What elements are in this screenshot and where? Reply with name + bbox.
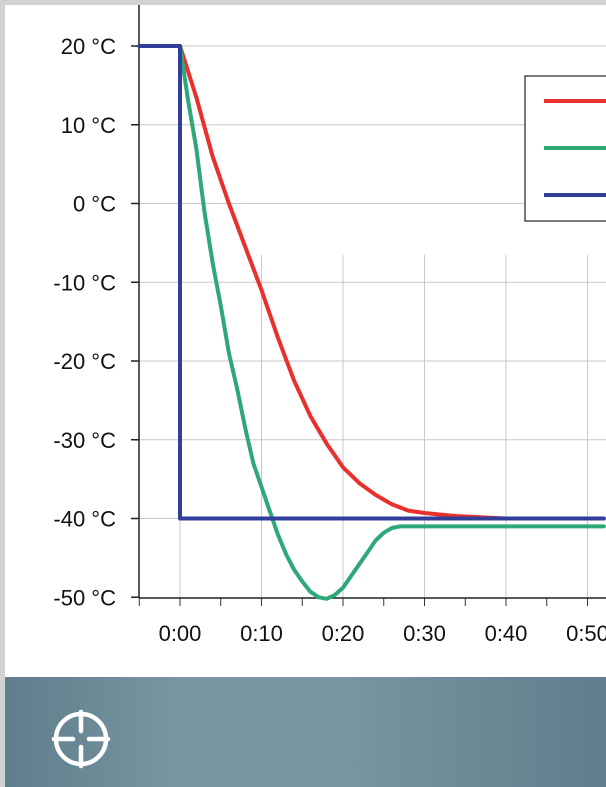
chart: 20 °C 10 °C 0 °C -10 °C -20 °C -30 °C -40 °C -5…: [53, 5, 606, 646]
x-tick-label: 0:30: [403, 621, 446, 646]
y-tick-label: -20 °C: [53, 349, 116, 374]
y-tick-label: -50 °C: [53, 585, 116, 610]
bottom-toolbar: [5, 677, 606, 787]
y-tick-label: -40 °C: [53, 507, 116, 532]
series-line-2: [178, 44, 606, 601]
y-tick-label: 20 °C: [61, 34, 116, 59]
x-tick-label: 0:50: [566, 621, 606, 646]
series-line-3: [137, 44, 606, 521]
y-tick-label: 10 °C: [61, 113, 116, 138]
x-tick-label: 0:10: [240, 621, 283, 646]
crosshair-icon[interactable]: [51, 709, 111, 769]
x-tick-label: 0:00: [159, 621, 202, 646]
y-tick-label: -30 °C: [53, 428, 116, 453]
y-tick-label: 0 °C: [73, 192, 116, 217]
chart-window: 20 °C 10 °C 0 °C -10 °C -20 °C -30 °C -40 °C -5…: [5, 5, 606, 787]
x-tick-label: 0:40: [485, 621, 528, 646]
y-tick-label: -10 °C: [53, 270, 116, 295]
x-tick-label: 0:20: [322, 621, 365, 646]
